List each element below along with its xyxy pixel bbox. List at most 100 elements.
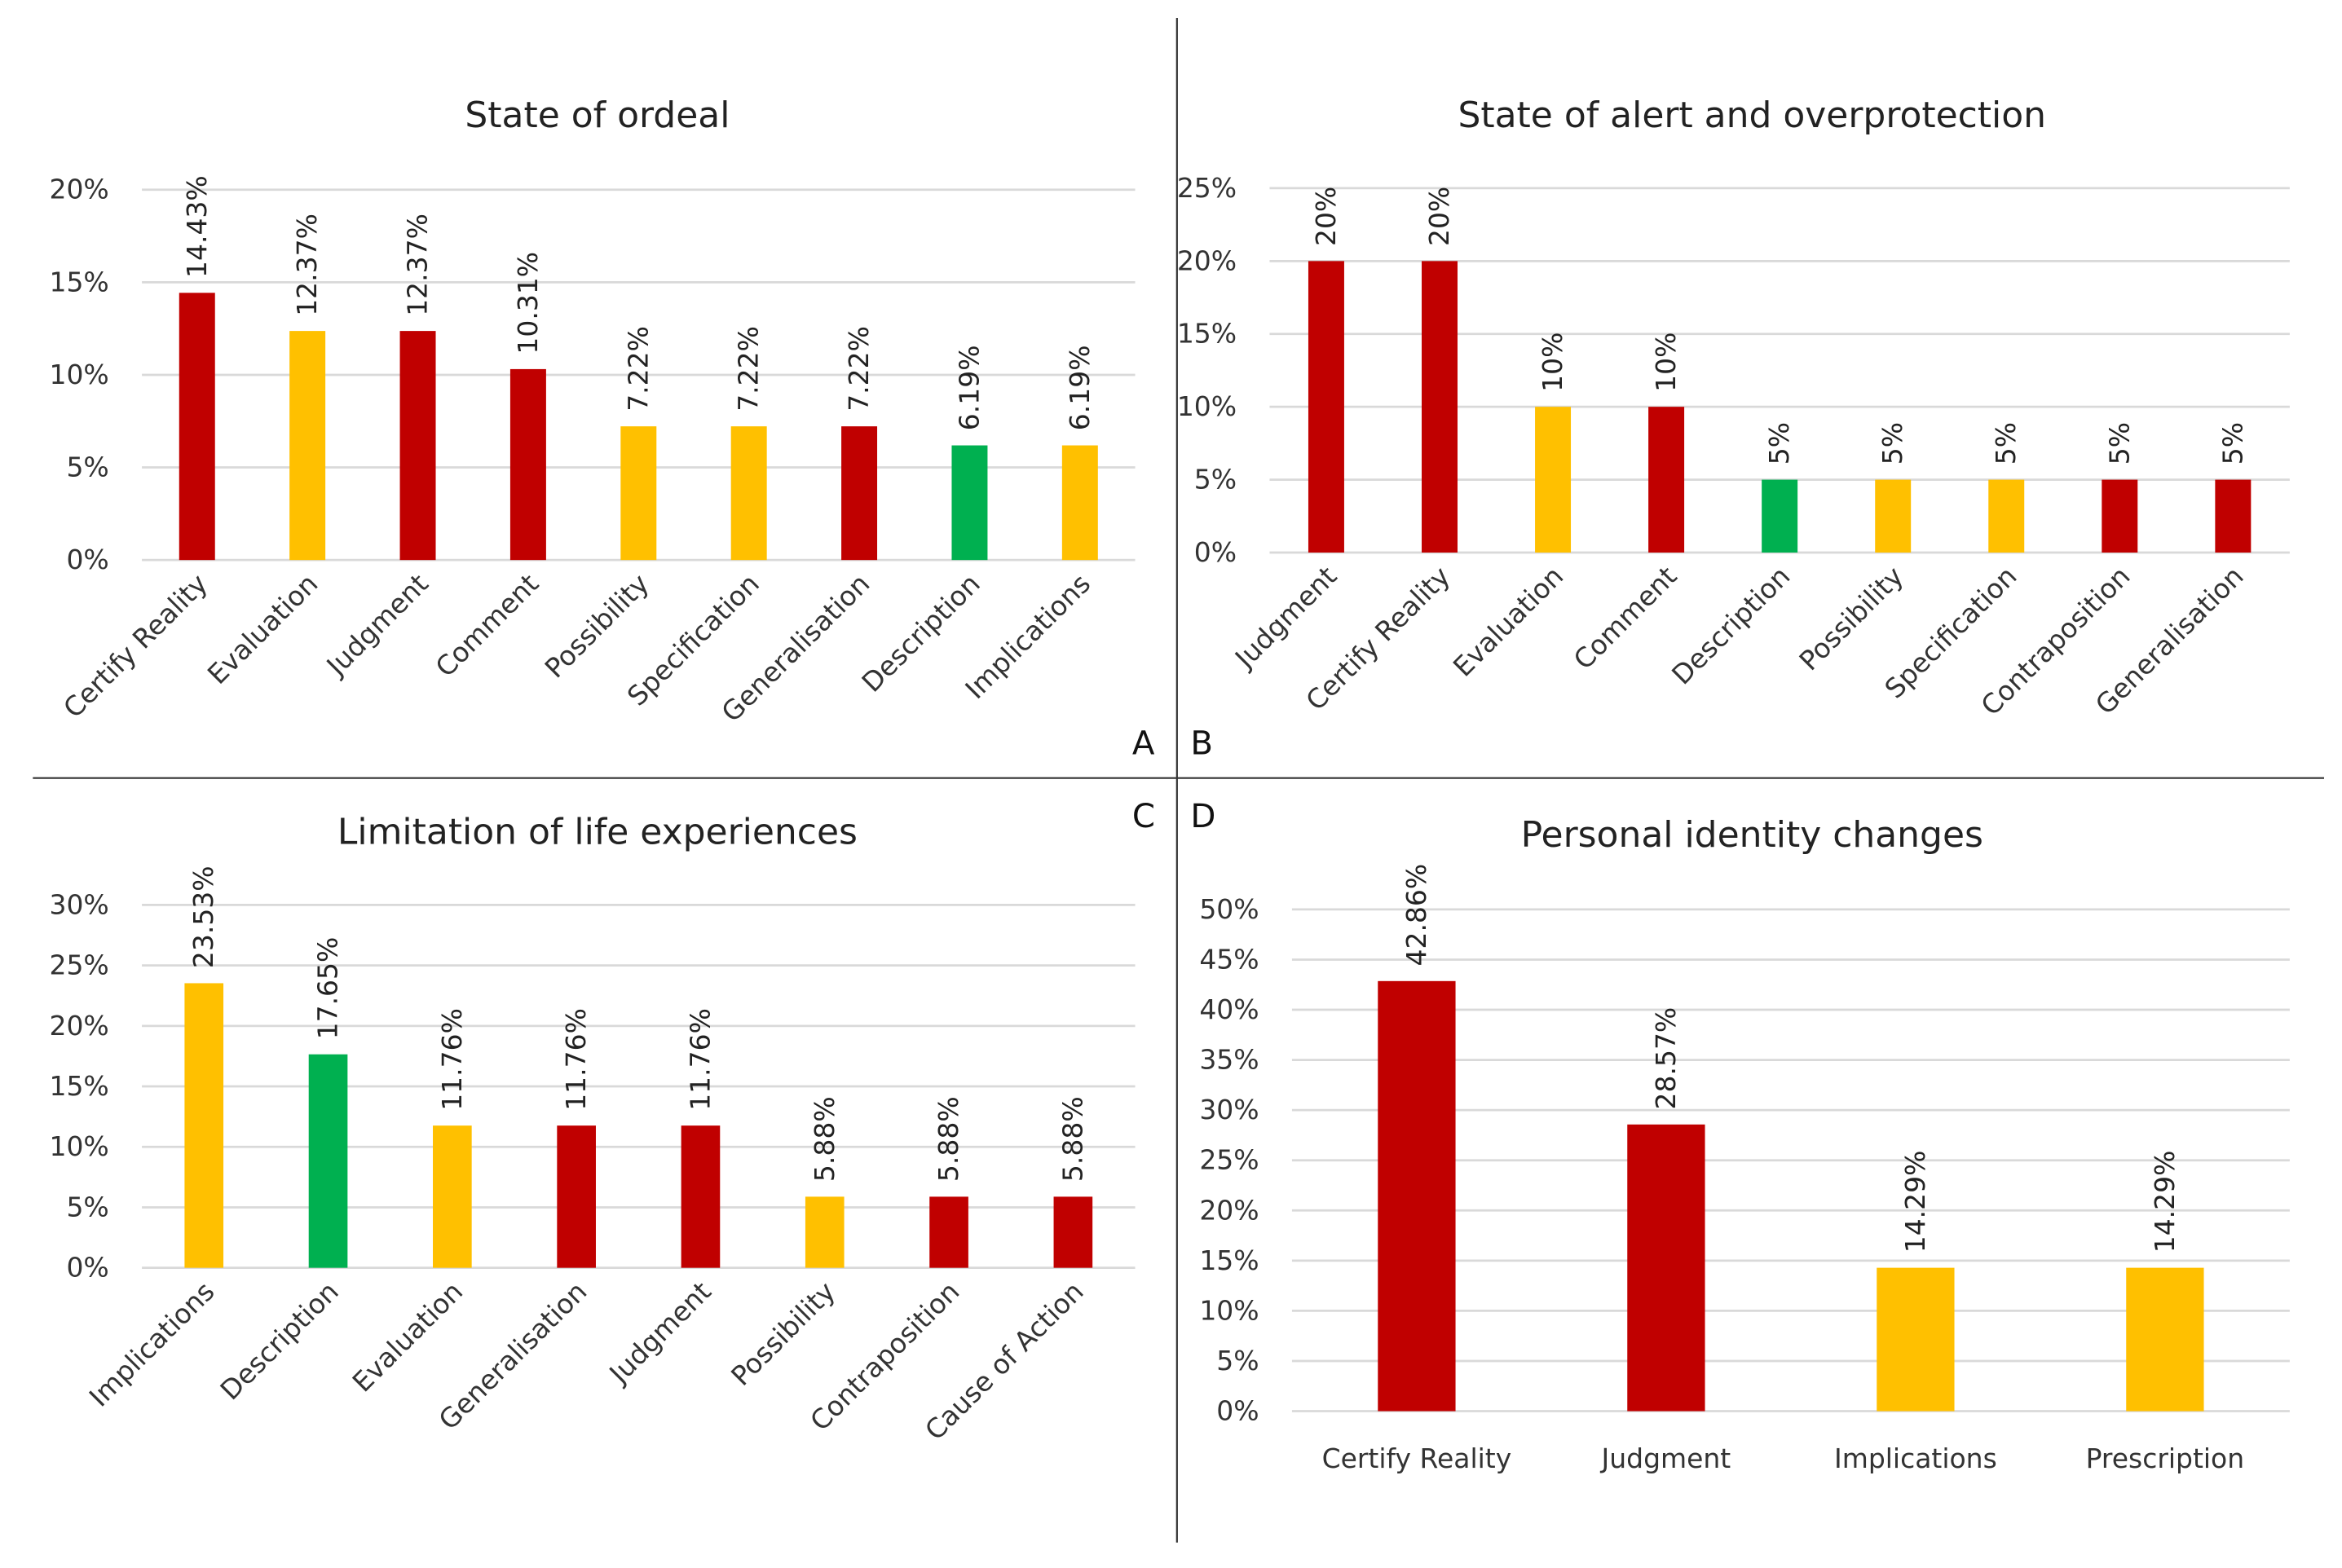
y-tick-label: 5% <box>1194 464 1237 496</box>
data-label: 17.65% <box>312 937 344 1040</box>
y-tick-label: 20% <box>1199 1194 1259 1226</box>
chart-title: State of ordeal <box>465 95 730 136</box>
x-tick-label: Judgment <box>1600 1442 1731 1474</box>
bar <box>433 1125 472 1268</box>
panel-letter-b: B <box>1190 724 1213 762</box>
data-label: 5.88% <box>933 1096 964 1182</box>
bar <box>1762 479 1798 553</box>
data-label: 10% <box>1537 333 1568 392</box>
bar <box>730 426 767 561</box>
x-tick-label: Possibility <box>539 567 655 684</box>
bar <box>1535 407 1572 553</box>
x-tick-label: Judgment <box>320 567 434 682</box>
x-tick-label: Comment <box>1568 560 1683 676</box>
chart-title: Limitation of life experiences <box>337 811 858 852</box>
bar <box>1877 1267 1955 1412</box>
data-label: 7.22% <box>622 326 654 412</box>
data-label: 11.76% <box>436 1008 468 1111</box>
x-tick-label: Judgment <box>602 1275 717 1390</box>
data-label: 12.37% <box>291 214 323 316</box>
y-tick-label: 5% <box>1216 1345 1259 1376</box>
panel-letter-c: C <box>1132 797 1155 835</box>
y-tick-label: 0% <box>66 1252 108 1284</box>
bar <box>1875 479 1912 553</box>
x-tick-label: Certify Reality <box>57 567 214 724</box>
y-tick-label: 30% <box>49 888 108 920</box>
panel-letter-d: D <box>1190 797 1215 835</box>
bar <box>1378 980 1456 1412</box>
data-label: 5% <box>1763 422 1795 465</box>
y-tick-label: 15% <box>1199 1244 1259 1276</box>
x-tick-label: Description <box>214 1275 344 1406</box>
bar <box>2126 1267 2204 1412</box>
data-label: 42.86% <box>1400 864 1432 967</box>
y-tick-label: 25% <box>49 949 108 981</box>
data-label: 10.31% <box>512 252 544 355</box>
data-label: 5.88% <box>809 1096 840 1182</box>
y-tick-label: 0% <box>66 544 108 575</box>
y-tick-label: 10% <box>1199 1294 1259 1326</box>
data-label: 5% <box>1990 422 2022 465</box>
x-tick-label: Possibility <box>725 1275 841 1392</box>
bar <box>805 1196 845 1268</box>
bar <box>509 368 546 561</box>
y-tick-label: 5% <box>66 1191 108 1222</box>
bar <box>1308 261 1344 553</box>
bar <box>620 426 657 561</box>
y-tick-label: 0% <box>1194 536 1237 568</box>
y-tick-label: 40% <box>1199 993 1259 1025</box>
x-tick-label: Prescription <box>2086 1442 2245 1474</box>
bar <box>1061 445 1098 561</box>
x-tick-label: Evaluation <box>346 1275 470 1398</box>
bar <box>681 1125 721 1268</box>
x-tick-label: Judgment <box>1228 560 1343 675</box>
data-label: 7.22% <box>733 326 765 412</box>
y-tick-label: 15% <box>1177 318 1237 350</box>
data-label: 11.76% <box>560 1008 592 1111</box>
x-tick-label: Description <box>1665 560 1796 690</box>
y-tick-label: 35% <box>1199 1044 1259 1076</box>
x-tick-label: Possibility <box>1793 560 1910 676</box>
data-label: 23.53% <box>187 865 219 968</box>
data-label: 6.19% <box>1064 345 1096 430</box>
bar <box>841 426 878 561</box>
x-tick-label: Implications <box>1834 1442 1997 1474</box>
data-label: 14.29% <box>1899 1151 1931 1253</box>
y-tick-label: 10% <box>1177 390 1237 422</box>
data-label: 12.37% <box>402 214 434 316</box>
data-label: 5.88% <box>1056 1096 1088 1182</box>
bar <box>1988 479 2025 553</box>
bar <box>399 331 436 561</box>
bar <box>179 293 215 561</box>
y-tick-label: 20% <box>49 174 108 205</box>
x-tick-label: Evaluation <box>1447 560 1570 683</box>
bar <box>2102 479 2138 553</box>
data-label: 20% <box>1423 187 1455 246</box>
y-tick-label: 50% <box>1199 893 1259 925</box>
data-label: 14.43% <box>181 175 213 278</box>
panel-letter-a: A <box>1132 724 1155 762</box>
data-label: 28.57% <box>1650 1007 1682 1110</box>
bar <box>308 1054 348 1268</box>
y-tick-label: 25% <box>1199 1144 1259 1176</box>
bar <box>2215 479 2252 553</box>
bar <box>557 1125 596 1268</box>
y-tick-label: 10% <box>49 1130 108 1162</box>
data-label: 10% <box>1650 333 1682 392</box>
y-tick-label: 25% <box>1177 172 1237 204</box>
data-label: 11.76% <box>684 1008 716 1111</box>
data-label: 5% <box>1877 422 1908 465</box>
bar <box>184 983 224 1268</box>
y-tick-label: 30% <box>1199 1094 1259 1125</box>
y-tick-label: 20% <box>1177 244 1237 276</box>
bar <box>1627 1124 1705 1412</box>
data-label: 7.22% <box>843 326 875 412</box>
data-label: 20% <box>1310 187 1342 246</box>
y-tick-label: 20% <box>49 1010 108 1042</box>
chart-title: State of alert and overprotection <box>1458 95 2046 136</box>
bar <box>1422 261 1458 553</box>
x-tick-label: Comment <box>429 567 545 683</box>
y-tick-label: 5% <box>66 451 108 483</box>
